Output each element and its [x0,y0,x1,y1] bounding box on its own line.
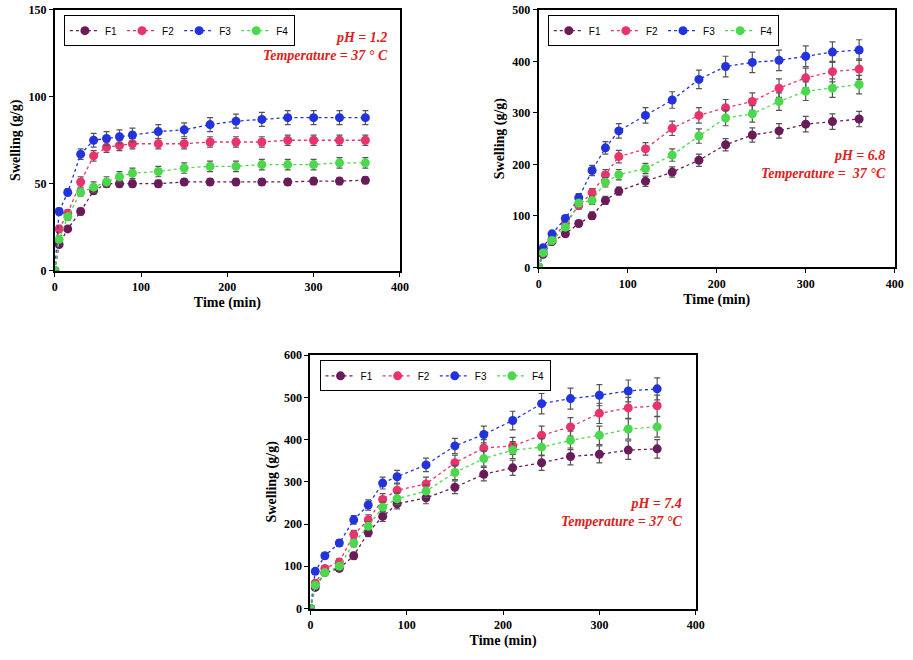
svg-text:F4: F4 [276,26,288,37]
svg-text:F3: F3 [219,26,231,37]
svg-text:0: 0 [296,602,302,616]
svg-text:200: 200 [218,280,236,294]
svg-text:F3: F3 [475,371,487,382]
svg-text:Swelling (g/g): Swelling (g/g) [264,441,280,523]
svg-text:100: 100 [512,209,530,223]
svg-text:Time (min): Time (min) [194,295,261,311]
svg-text:0: 0 [40,264,46,278]
svg-text:0: 0 [524,261,530,275]
svg-text:F2: F2 [646,26,658,37]
svg-text:400: 400 [687,618,705,632]
svg-text:400: 400 [284,433,302,447]
svg-text:100: 100 [284,559,302,573]
svg-text:F1: F1 [361,371,373,382]
svg-text:pH = 6.8Temperature = 37 °C: pH = 6.8Temperature = 37 °C [761,148,886,181]
svg-text:300: 300 [512,106,530,120]
svg-text:100: 100 [619,277,637,291]
svg-text:Swelling (g/g): Swelling (g/g) [492,98,508,180]
svg-text:F3: F3 [703,26,715,37]
svg-text:F4: F4 [760,26,772,37]
svg-text:400: 400 [391,280,409,294]
svg-text:pH = 7.4Temperature = 37 °C: pH = 7.4Temperature = 37 °C [561,496,682,529]
svg-text:300: 300 [797,277,815,291]
svg-text:Swelling (g/g): Swelling (g/g) [8,99,24,181]
svg-text:Time (min): Time (min) [470,633,537,649]
svg-text:200: 200 [284,517,302,531]
svg-text:150: 150 [28,3,46,17]
svg-text:200: 200 [708,277,726,291]
svg-text:F4: F4 [532,371,544,382]
svg-text:50: 50 [34,177,46,191]
svg-text:100: 100 [398,618,416,632]
svg-text:0: 0 [52,280,58,294]
svg-text:F1: F1 [105,26,117,37]
svg-text:100: 100 [28,90,46,104]
svg-text:F2: F2 [162,26,174,37]
svg-text:100: 100 [132,280,150,294]
svg-text:400: 400 [886,277,904,291]
svg-text:400: 400 [512,55,530,69]
svg-text:F1: F1 [589,26,601,37]
svg-text:300: 300 [284,475,302,489]
svg-text:pH = 1.2Temperature = 37 ° C: pH = 1.2Temperature = 37 ° C [263,30,388,63]
svg-text:200: 200 [494,618,512,632]
svg-text:500: 500 [284,391,302,405]
svg-text:200: 200 [512,158,530,172]
svg-text:600: 600 [284,348,302,362]
svg-text:0: 0 [536,277,542,291]
svg-text:Time (min): Time (min) [683,292,750,308]
svg-text:0: 0 [307,618,313,632]
svg-text:300: 300 [590,618,608,632]
svg-text:500: 500 [512,3,530,17]
svg-text:F2: F2 [418,371,430,382]
svg-text:300: 300 [305,280,323,294]
